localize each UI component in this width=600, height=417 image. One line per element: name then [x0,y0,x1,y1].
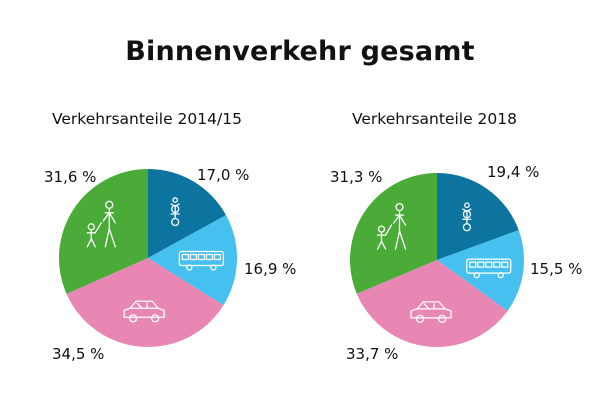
pie-chart-0: 17,0 % 16,9 % 34,5 % 31,6 % [44,166,296,363]
pie-label-0-2: 34,5 % [52,345,104,363]
pie-slice-1-2 [356,260,508,347]
pie-slice-1-0 [437,173,519,260]
pie-label-1-2: 33,7 % [346,345,398,363]
chart-title-2014-15: Verkehrsanteile 2014/15 [52,110,242,128]
pie-label-1-3: 31,3 % [330,168,382,186]
pie-slice-1-3 [349,173,437,294]
bicycle-icon [170,197,180,227]
pedestrian-icon [86,200,116,248]
pie-chart-1: 19,4 % 15,5 % 33,7 % 31,3 % [330,163,582,363]
pie-label-1-0: 19,4 % [487,163,539,181]
bicycle-icon [462,202,472,232]
page-title: Binnenverkehr gesamt [125,36,475,67]
pie-label-1-1: 15,5 % [530,260,582,278]
car-icon [410,301,452,324]
pie-label-0-1: 16,9 % [244,260,296,278]
pie-label-0-3: 31,6 % [44,168,96,186]
pedestrian-icon [376,202,407,250]
pie-slice-0-2 [66,258,224,348]
pie-label-0-0: 17,0 % [197,166,249,184]
pie-slice-0-0 [148,169,226,258]
pie-slice-0-3 [58,168,148,294]
pie-slice-0-1 [148,215,238,306]
bus-icon [178,250,225,271]
car-icon [123,300,165,323]
chart-title-2018: Verkehrsanteile 2018 [352,110,517,128]
pie-slice-1-1 [437,230,525,311]
bus-icon [466,258,512,279]
